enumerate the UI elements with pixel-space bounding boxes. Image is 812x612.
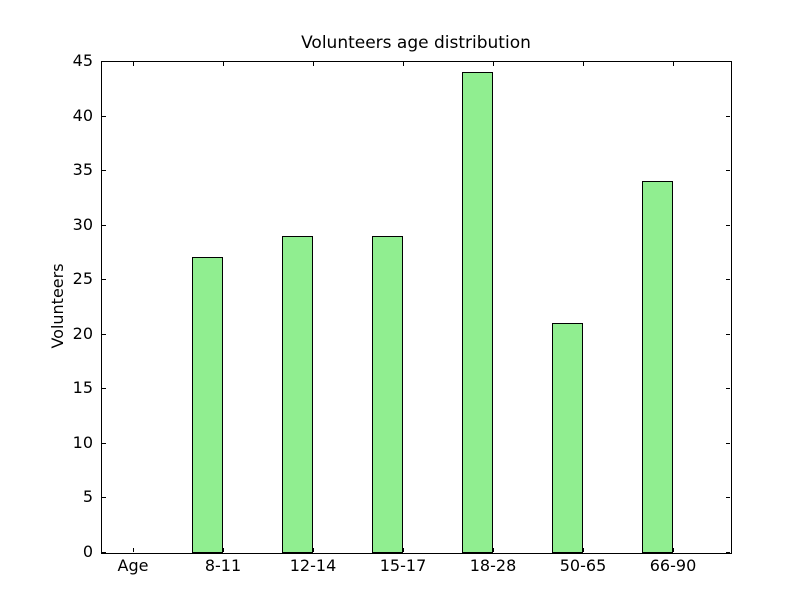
x-tick-mark-top <box>313 62 314 66</box>
y-tick-mark-left <box>102 225 106 226</box>
x-tick-label: Age <box>117 556 149 575</box>
x-tick-label: 50-65 <box>559 556 607 575</box>
y-tick-label: 35 <box>72 160 93 179</box>
y-tick-mark-right <box>726 334 730 335</box>
y-tick-mark-right <box>726 497 730 498</box>
bar-50-65 <box>552 323 583 553</box>
y-tick-mark-right <box>726 116 730 117</box>
y-tick-mark-right <box>726 170 730 171</box>
y-tick-label: 10 <box>72 433 93 452</box>
chart-title: Volunteers age distribution <box>301 33 531 53</box>
y-tick-mark-left <box>102 279 106 280</box>
y-tick-label: 20 <box>72 324 93 343</box>
x-tick-label: 8-11 <box>204 556 242 575</box>
y-tick-label: 15 <box>72 378 93 397</box>
x-tick-mark-top <box>403 62 404 66</box>
y-tick-mark-right <box>726 279 730 280</box>
x-tick-mark-top <box>133 62 134 66</box>
y-tick-mark-right <box>726 61 730 62</box>
bar-66-90 <box>642 181 673 553</box>
bar-15-17 <box>372 236 403 553</box>
x-tick-label: 12-14 <box>289 556 337 575</box>
x-tick-mark-top <box>493 62 494 66</box>
x-tick-label: 18-28 <box>469 556 517 575</box>
x-tick-mark-top <box>583 62 584 66</box>
y-tick-mark-left <box>102 388 106 389</box>
y-tick-mark-left <box>102 334 106 335</box>
bar-8-11 <box>192 257 223 553</box>
x-tick-label: 15-17 <box>379 556 427 575</box>
y-tick-mark-left <box>102 552 106 553</box>
y-tick-label: 5 <box>82 487 93 506</box>
y-tick-mark-right <box>726 388 730 389</box>
y-tick-label: 0 <box>82 542 93 561</box>
x-tick-mark-bottom <box>223 548 224 552</box>
y-tick-mark-right <box>726 443 730 444</box>
y-tick-mark-left <box>102 443 106 444</box>
x-tick-mark-top <box>673 62 674 66</box>
y-tick-label: 30 <box>72 215 93 234</box>
x-tick-mark-bottom <box>133 548 134 552</box>
y-tick-mark-left <box>102 61 106 62</box>
y-tick-mark-right <box>726 552 730 553</box>
y-tick-label: 45 <box>72 51 93 70</box>
bar-18-28 <box>462 72 493 553</box>
x-tick-mark-bottom <box>313 548 314 552</box>
x-tick-mark-bottom <box>403 548 404 552</box>
y-axis-label: Volunteers <box>48 263 67 349</box>
bar-12-14 <box>282 236 313 553</box>
x-tick-mark-bottom <box>673 548 674 552</box>
y-tick-label: 40 <box>72 106 93 125</box>
x-tick-label: 66-90 <box>649 556 697 575</box>
y-tick-mark-left <box>102 497 106 498</box>
y-tick-mark-left <box>102 170 106 171</box>
y-tick-mark-left <box>102 116 106 117</box>
x-tick-mark-top <box>223 62 224 66</box>
y-tick-label: 25 <box>72 269 93 288</box>
x-tick-mark-bottom <box>493 548 494 552</box>
y-tick-mark-right <box>726 225 730 226</box>
x-tick-mark-bottom <box>583 548 584 552</box>
